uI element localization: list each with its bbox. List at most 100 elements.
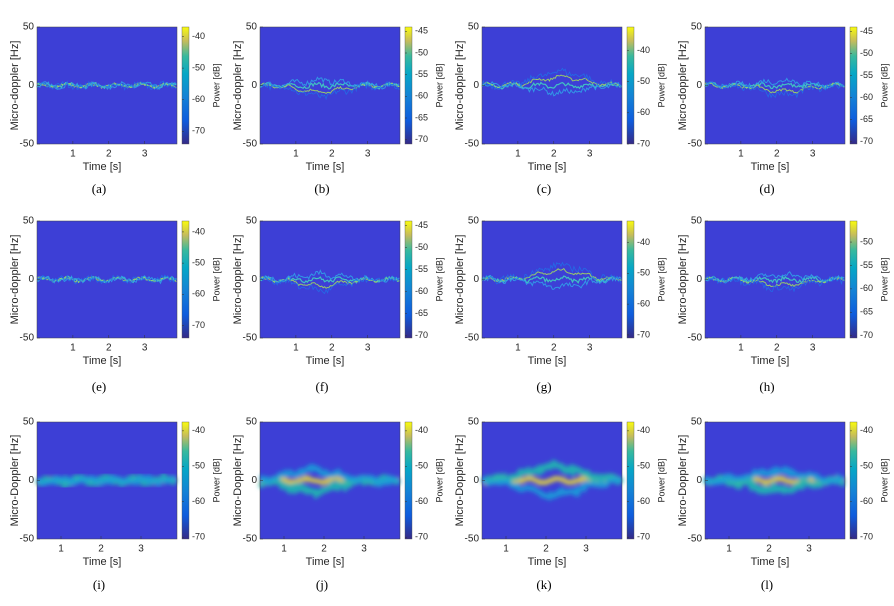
x-axis-label: Time [s]: [83, 355, 122, 367]
colorbar-tick-label: -45: [415, 220, 428, 230]
colorbar-tick-label: -60: [415, 91, 428, 101]
colorbar-tick-label: -50: [192, 257, 205, 267]
x-axis-label: Time [s]: [528, 161, 567, 173]
colorbar-label: Power [dB]: [656, 257, 666, 301]
x-tick-label: 1: [515, 343, 521, 354]
x-tick-label: 3: [587, 149, 593, 160]
y-axis-label: Micro-Doppler [Hz]: [677, 435, 689, 527]
trace: [704, 77, 845, 90]
trace: [481, 459, 624, 486]
colorbar-tick-label: -55: [860, 70, 873, 80]
colorbar-tick-label: -70: [860, 136, 873, 146]
y-tick-label: 0: [251, 475, 257, 486]
y-tick-label: 50: [691, 22, 703, 33]
y-axis-label: Micro-doppler [Hz]: [677, 41, 689, 131]
colorbar-tick-label: -45: [860, 26, 873, 36]
y-tick-label: -50: [688, 534, 703, 545]
x-tick-label: 2: [551, 149, 557, 160]
y-tick-label: 50: [691, 216, 703, 227]
y-tick-label: 50: [468, 22, 480, 33]
y-axis-label: Micro-doppler [Hz]: [677, 235, 689, 325]
y-axis-label: Micro-doppler [Hz]: [232, 235, 244, 325]
colorbar-tick-label: -70: [192, 320, 205, 330]
x-tick-label: 1: [293, 343, 299, 354]
x-axis-label: Time [s]: [528, 556, 567, 568]
colorbar: [626, 26, 635, 145]
x-tick-label: 3: [138, 544, 144, 555]
y-axis-label: Micro-doppler [Hz]: [454, 41, 466, 131]
trace: [704, 81, 845, 99]
colorbar-tick-label: -60: [415, 496, 428, 506]
y-tick-label: -50: [20, 139, 35, 150]
colorbar-tick-label: -40: [637, 237, 650, 247]
x-axis-label: Time [s]: [83, 556, 122, 568]
caption: (a): [92, 181, 106, 196]
colorbar-tick-label: -50: [637, 461, 650, 471]
colorbar: [181, 26, 190, 145]
spectrogram-traces: [480, 459, 624, 501]
colorbar-tick-label: -50: [415, 47, 428, 57]
colorbar-tick-label: -70: [860, 330, 873, 340]
colorbar: [404, 220, 413, 339]
trace: [36, 274, 177, 285]
colorbar-label: Power [dB]: [879, 257, 889, 301]
colorbar-tick-label: -60: [860, 283, 873, 293]
x-axis-label: Time [s]: [83, 161, 122, 173]
y-tick-label: -50: [243, 139, 258, 150]
colorbar-tick-label: -40: [860, 425, 873, 435]
x-tick-label: 3: [587, 343, 593, 354]
y-tick-label: -50: [465, 333, 480, 344]
trace: [35, 472, 177, 488]
spectrogram-traces: [257, 463, 402, 500]
colorbar-tick-label: -70: [637, 138, 650, 148]
x-tick-label: 1: [726, 544, 732, 555]
caption: (k): [536, 577, 551, 592]
spectrogram-traces: [36, 274, 177, 285]
colorbar-tick-label: -60: [415, 286, 428, 296]
x-tick-label: 1: [503, 544, 509, 555]
colorbar-tick-label: -50: [192, 461, 205, 471]
colorbar-tick-label: -40: [192, 226, 205, 236]
colorbar-tick-label: -60: [637, 107, 650, 117]
colorbar-tick-label: -70: [415, 134, 428, 144]
colorbar: [404, 26, 413, 145]
x-tick-label: 3: [810, 149, 816, 160]
spectrogram-traces: [35, 471, 178, 491]
caption: (d): [759, 181, 774, 196]
y-tick-label: -50: [243, 534, 258, 545]
colorbar-tick-label: -50: [415, 461, 428, 471]
x-tick-label: 1: [70, 149, 76, 160]
spectrogram-traces: [259, 76, 400, 101]
trace: [259, 76, 400, 90]
y-axis-label: Micro-doppler [Hz]: [454, 235, 466, 325]
caption: (l): [761, 577, 773, 592]
colorbar-tick-label: -45: [415, 26, 428, 36]
colorbar-tick-label: -40: [415, 425, 428, 435]
colorbar-tick-label: -60: [192, 496, 205, 506]
colorbar-tick-label: -50: [860, 461, 873, 471]
trace: [480, 476, 623, 501]
y-tick-label: 0: [473, 274, 479, 285]
x-tick-label: 2: [106, 343, 112, 354]
trace: [259, 81, 400, 101]
trace: [704, 82, 845, 94]
spectrogram-traces: [702, 465, 847, 496]
trace: [481, 274, 622, 290]
colorbar: [626, 421, 635, 540]
colorbar-label: Power [dB]: [211, 257, 221, 301]
colorbar: [626, 220, 635, 339]
colorbar: [849, 220, 858, 339]
caption: (g): [536, 379, 551, 394]
y-tick-label: -50: [20, 333, 35, 344]
x-tick-label: 2: [774, 343, 780, 354]
y-tick-label: 0: [251, 80, 257, 91]
colorbar-label: Power [dB]: [434, 257, 444, 301]
x-tick-label: 3: [142, 343, 148, 354]
x-tick-label: 1: [738, 149, 744, 160]
x-tick-label: 3: [365, 343, 371, 354]
colorbar-tick-label: -60: [192, 94, 205, 104]
y-axis-label: Micro-doppler [Hz]: [9, 235, 21, 325]
colorbar-tick-label: -70: [192, 126, 205, 136]
x-tick-label: 3: [810, 343, 816, 354]
